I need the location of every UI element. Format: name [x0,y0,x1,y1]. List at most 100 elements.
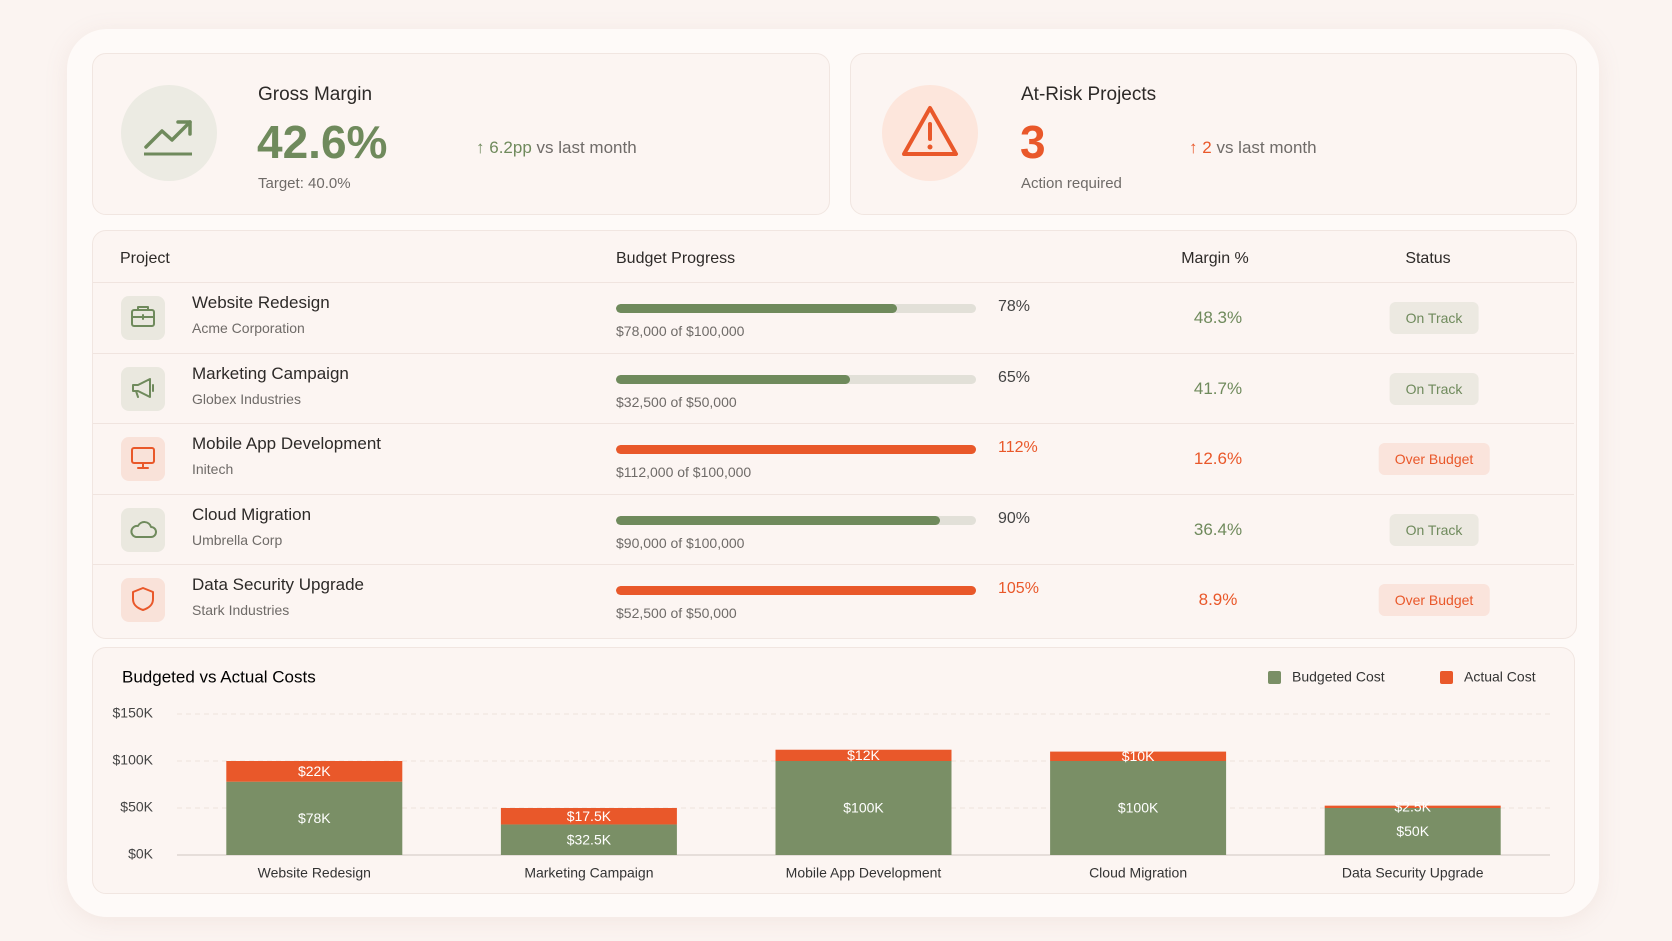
project-name: Marketing Campaign [192,363,349,383]
kpi-delta-row: ↑ 2 vs last month [1189,138,1317,157]
kpi-delta-text: vs last month [1216,138,1317,157]
column-header: Status [1405,250,1451,267]
project-name: Website Redesign [192,293,330,312]
icon [130,520,157,538]
bar-segment [775,761,952,855]
row-icon [121,366,165,411]
y-tick-label: $0K [128,846,154,862]
progress-track [616,374,976,384]
chart-title: Budgeted vs Actual Costs [122,667,316,686]
icon [132,377,154,398]
bar-value-label: $50K [1396,823,1429,839]
kpi-title: At-Risk Projects [1021,84,1157,105]
budget-amount: $32,500 of $50,000 [616,393,737,410]
project-table [92,230,1577,639]
progress-label: 112% [998,439,1038,456]
x-tick-label: Data Security Upgrade [1342,865,1484,881]
progress-track [616,445,976,454]
budget-amount: $52,500 of $50,000 [616,605,737,621]
margin-value: 41.7% [1193,378,1243,398]
row-icon [121,507,165,552]
client-name: Initech [192,461,234,477]
margin-value: 48.3% [1193,308,1243,327]
row-divider [93,282,1574,283]
bar-segment [1324,805,1501,808]
legend-swatch [1440,671,1453,684]
bar-segment [1050,751,1227,761]
progress-label: 105% [998,580,1039,597]
bar-value-label: $12K [847,747,880,763]
kpi-value: 3 [1020,116,1046,168]
bar-segment [1050,761,1227,855]
x-tick-label: Marketing Campaign [524,865,653,881]
row-divider [93,352,1574,354]
icon [131,447,155,469]
status-badge: On Track [1389,302,1479,334]
bar-value-label: $2.5K [1394,799,1431,815]
y-tick-label: $100K [113,752,154,768]
progress-bar [616,515,940,525]
project-name: Mobile App Development [192,434,382,453]
kpi-title: Gross Margin [258,84,373,105]
client-name: Umbrella Corp [192,531,283,548]
legend-swatch [1268,671,1281,684]
column-header: Margin % [1181,250,1249,267]
project-name: Cloud Migration [192,504,312,524]
budget-amount: $112,000 of $100,000 [616,464,752,480]
budget-amount: $90,000 of $100,000 [616,534,745,551]
column-header: Project [120,250,170,267]
kpi-note: Target: 40.0% [258,175,351,192]
budget-amount: $78,000 of $100,000 [616,323,745,339]
y-tick-label: $150K [113,705,154,721]
row-icon [121,437,165,481]
margin-value: 8.9% [1198,590,1238,609]
client-name: Globex Industries [192,390,301,407]
status-badge: On Track [1389,513,1479,546]
progress-bar [616,586,976,595]
progress-bar [616,374,850,384]
bar-segment [500,808,677,825]
cost-chart: Budgeted vs Actual Costs $0K $50K $100K $15… [92,647,1575,894]
project-name: Data Security Upgrade [192,575,364,594]
progress-track [616,304,976,313]
legend-label: Budgeted Cost [1292,669,1385,685]
client-name: Stark Industries [192,602,290,618]
row-divider [93,423,1574,424]
kpi-delta: 6.2pp [489,138,532,157]
column-header: Budget Progress [616,250,736,267]
bar-value-label: $22K [298,763,331,779]
bar-value-label: $100K [843,800,884,816]
client-name: Acme Corporation [192,320,305,336]
icon [131,306,155,327]
y-tick-label: $50K [120,799,153,815]
bar-value-label: $17.5K [567,808,612,824]
margin-value: 36.4% [1193,519,1243,539]
bar-value-label: $10K [1122,748,1155,764]
x-tick-label: Mobile App Development [786,865,942,881]
x-tick-label: Cloud Migration [1089,865,1187,881]
progress-track [616,586,976,595]
bar-segment [226,761,403,782]
kpi-icon [882,85,978,181]
progress-track [616,515,976,525]
kpi-delta: 2 [1202,138,1212,157]
legend-label: Actual Cost [1464,669,1536,685]
status-badge: Over Budget [1378,584,1490,616]
status-badge: On Track [1389,372,1479,405]
bar-segment [1324,808,1501,855]
kpi-delta-row: ↑ 6.2pp vs last month [476,138,637,157]
progress-label: 78% [998,298,1031,315]
margin-value: 12.6% [1193,449,1243,468]
progress-label: 65% [998,368,1031,386]
row-icon [121,296,165,340]
bar-value-label: $32.5K [567,831,612,847]
x-tick-label: Website Redesign [258,865,371,881]
bar-value-label: $100K [1118,800,1159,816]
bar-value-label: $78K [298,810,331,826]
kpi-value: 42.6% [257,116,388,168]
kpi-note: Action required [1021,175,1122,192]
kpi-icon [121,85,217,181]
bar-segment [226,781,403,855]
kpi-delta-text: vs last month [536,138,637,157]
